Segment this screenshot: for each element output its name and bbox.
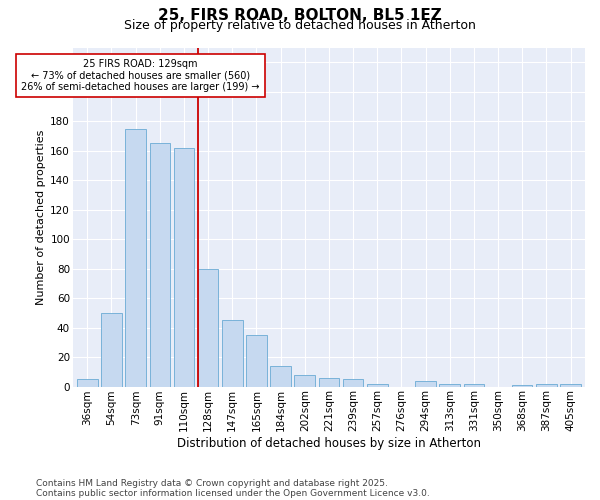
Text: 25, FIRS ROAD, BOLTON, BL5 1EZ: 25, FIRS ROAD, BOLTON, BL5 1EZ: [158, 8, 442, 22]
Bar: [319, 378, 339, 386]
Bar: [560, 384, 581, 386]
Bar: [512, 385, 532, 386]
Bar: [464, 384, 484, 386]
Bar: [173, 148, 194, 386]
Text: Size of property relative to detached houses in Atherton: Size of property relative to detached ho…: [124, 19, 476, 32]
Bar: [536, 384, 557, 386]
Bar: [198, 268, 218, 386]
Bar: [295, 374, 315, 386]
Bar: [343, 379, 364, 386]
Bar: [367, 384, 388, 386]
Text: Contains HM Land Registry data © Crown copyright and database right 2025.
Contai: Contains HM Land Registry data © Crown c…: [36, 478, 430, 498]
Bar: [222, 320, 242, 386]
Text: 25 FIRS ROAD: 129sqm
← 73% of detached houses are smaller (560)
26% of semi-deta: 25 FIRS ROAD: 129sqm ← 73% of detached h…: [21, 60, 260, 92]
Bar: [149, 144, 170, 386]
Bar: [439, 384, 460, 386]
Y-axis label: Number of detached properties: Number of detached properties: [36, 130, 46, 304]
Bar: [246, 335, 267, 386]
Bar: [125, 128, 146, 386]
X-axis label: Distribution of detached houses by size in Atherton: Distribution of detached houses by size …: [177, 437, 481, 450]
Bar: [101, 313, 122, 386]
Bar: [77, 379, 98, 386]
Bar: [415, 380, 436, 386]
Bar: [271, 366, 291, 386]
